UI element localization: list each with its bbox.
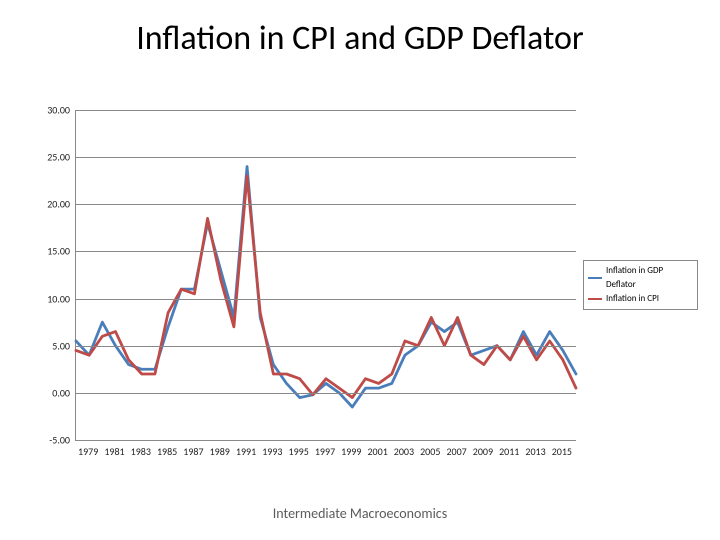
gridline <box>76 346 576 347</box>
y-tick-label: 30.00 <box>30 104 70 117</box>
x-axis-labels: 1979 1981 1983 1985 1987 1989 1991 1993 1995 1997… <box>75 445 575 461</box>
x-tick-label: 2009 <box>473 445 493 458</box>
x-tick-label: 1995 <box>289 445 309 458</box>
plot-area <box>75 110 576 441</box>
legend-label: Inflation in GDP Deflator <box>606 264 693 292</box>
gridline <box>76 157 576 158</box>
x-tick-label: 2003 <box>394 445 414 458</box>
gridline <box>76 251 576 252</box>
x-tick-label: 1983 <box>131 445 151 458</box>
x-tick-label: 1987 <box>183 445 203 458</box>
y-tick-label: 0.00 <box>30 386 70 399</box>
x-tick-label: 1989 <box>210 445 230 458</box>
x-tick-label: 1985 <box>157 445 177 458</box>
x-tick-label: 1997 <box>315 445 335 458</box>
gridline <box>76 393 576 394</box>
y-tick-label: 20.00 <box>30 198 70 211</box>
gridline <box>76 110 576 111</box>
legend-item: Inflation in CPI <box>588 292 693 306</box>
x-tick-label: 2011 <box>499 445 519 458</box>
legend-swatch <box>588 298 602 301</box>
legend: Inflation in GDP DeflatorInflation in CP… <box>583 260 698 310</box>
x-tick-label: 2005 <box>420 445 440 458</box>
legend-label: Inflation in CPI <box>606 292 659 306</box>
legend-item: Inflation in GDP Deflator <box>588 264 693 292</box>
chart-container: 1979 1981 1983 1985 1987 1989 1991 1993 1995 1997… <box>35 110 685 480</box>
x-tick-label: 1979 <box>78 445 98 458</box>
gridline <box>76 299 576 300</box>
line-chart-svg <box>76 110 576 440</box>
x-tick-label: 2001 <box>367 445 387 458</box>
x-tick-label: 2013 <box>525 445 545 458</box>
y-tick-label: -5.00 <box>30 434 70 447</box>
series-line <box>76 167 576 407</box>
x-tick-label: 2007 <box>446 445 466 458</box>
x-tick-label: 1999 <box>341 445 361 458</box>
y-tick-label: 5.00 <box>30 339 70 352</box>
footer-text: Intermediate Macroeconomics <box>0 505 720 522</box>
y-tick-label: 25.00 <box>30 151 70 164</box>
gridline <box>76 204 576 205</box>
series-line <box>76 176 576 398</box>
y-tick-label: 15.00 <box>30 245 70 258</box>
page-title: Inflation in CPI and GDP Deflator <box>0 18 720 59</box>
y-tick-label: 10.00 <box>30 292 70 305</box>
x-tick-label: 1993 <box>262 445 282 458</box>
x-tick-label: 1981 <box>104 445 124 458</box>
x-tick-label: 1991 <box>236 445 256 458</box>
x-tick-label: 2015 <box>552 445 572 458</box>
legend-swatch <box>588 277 602 280</box>
